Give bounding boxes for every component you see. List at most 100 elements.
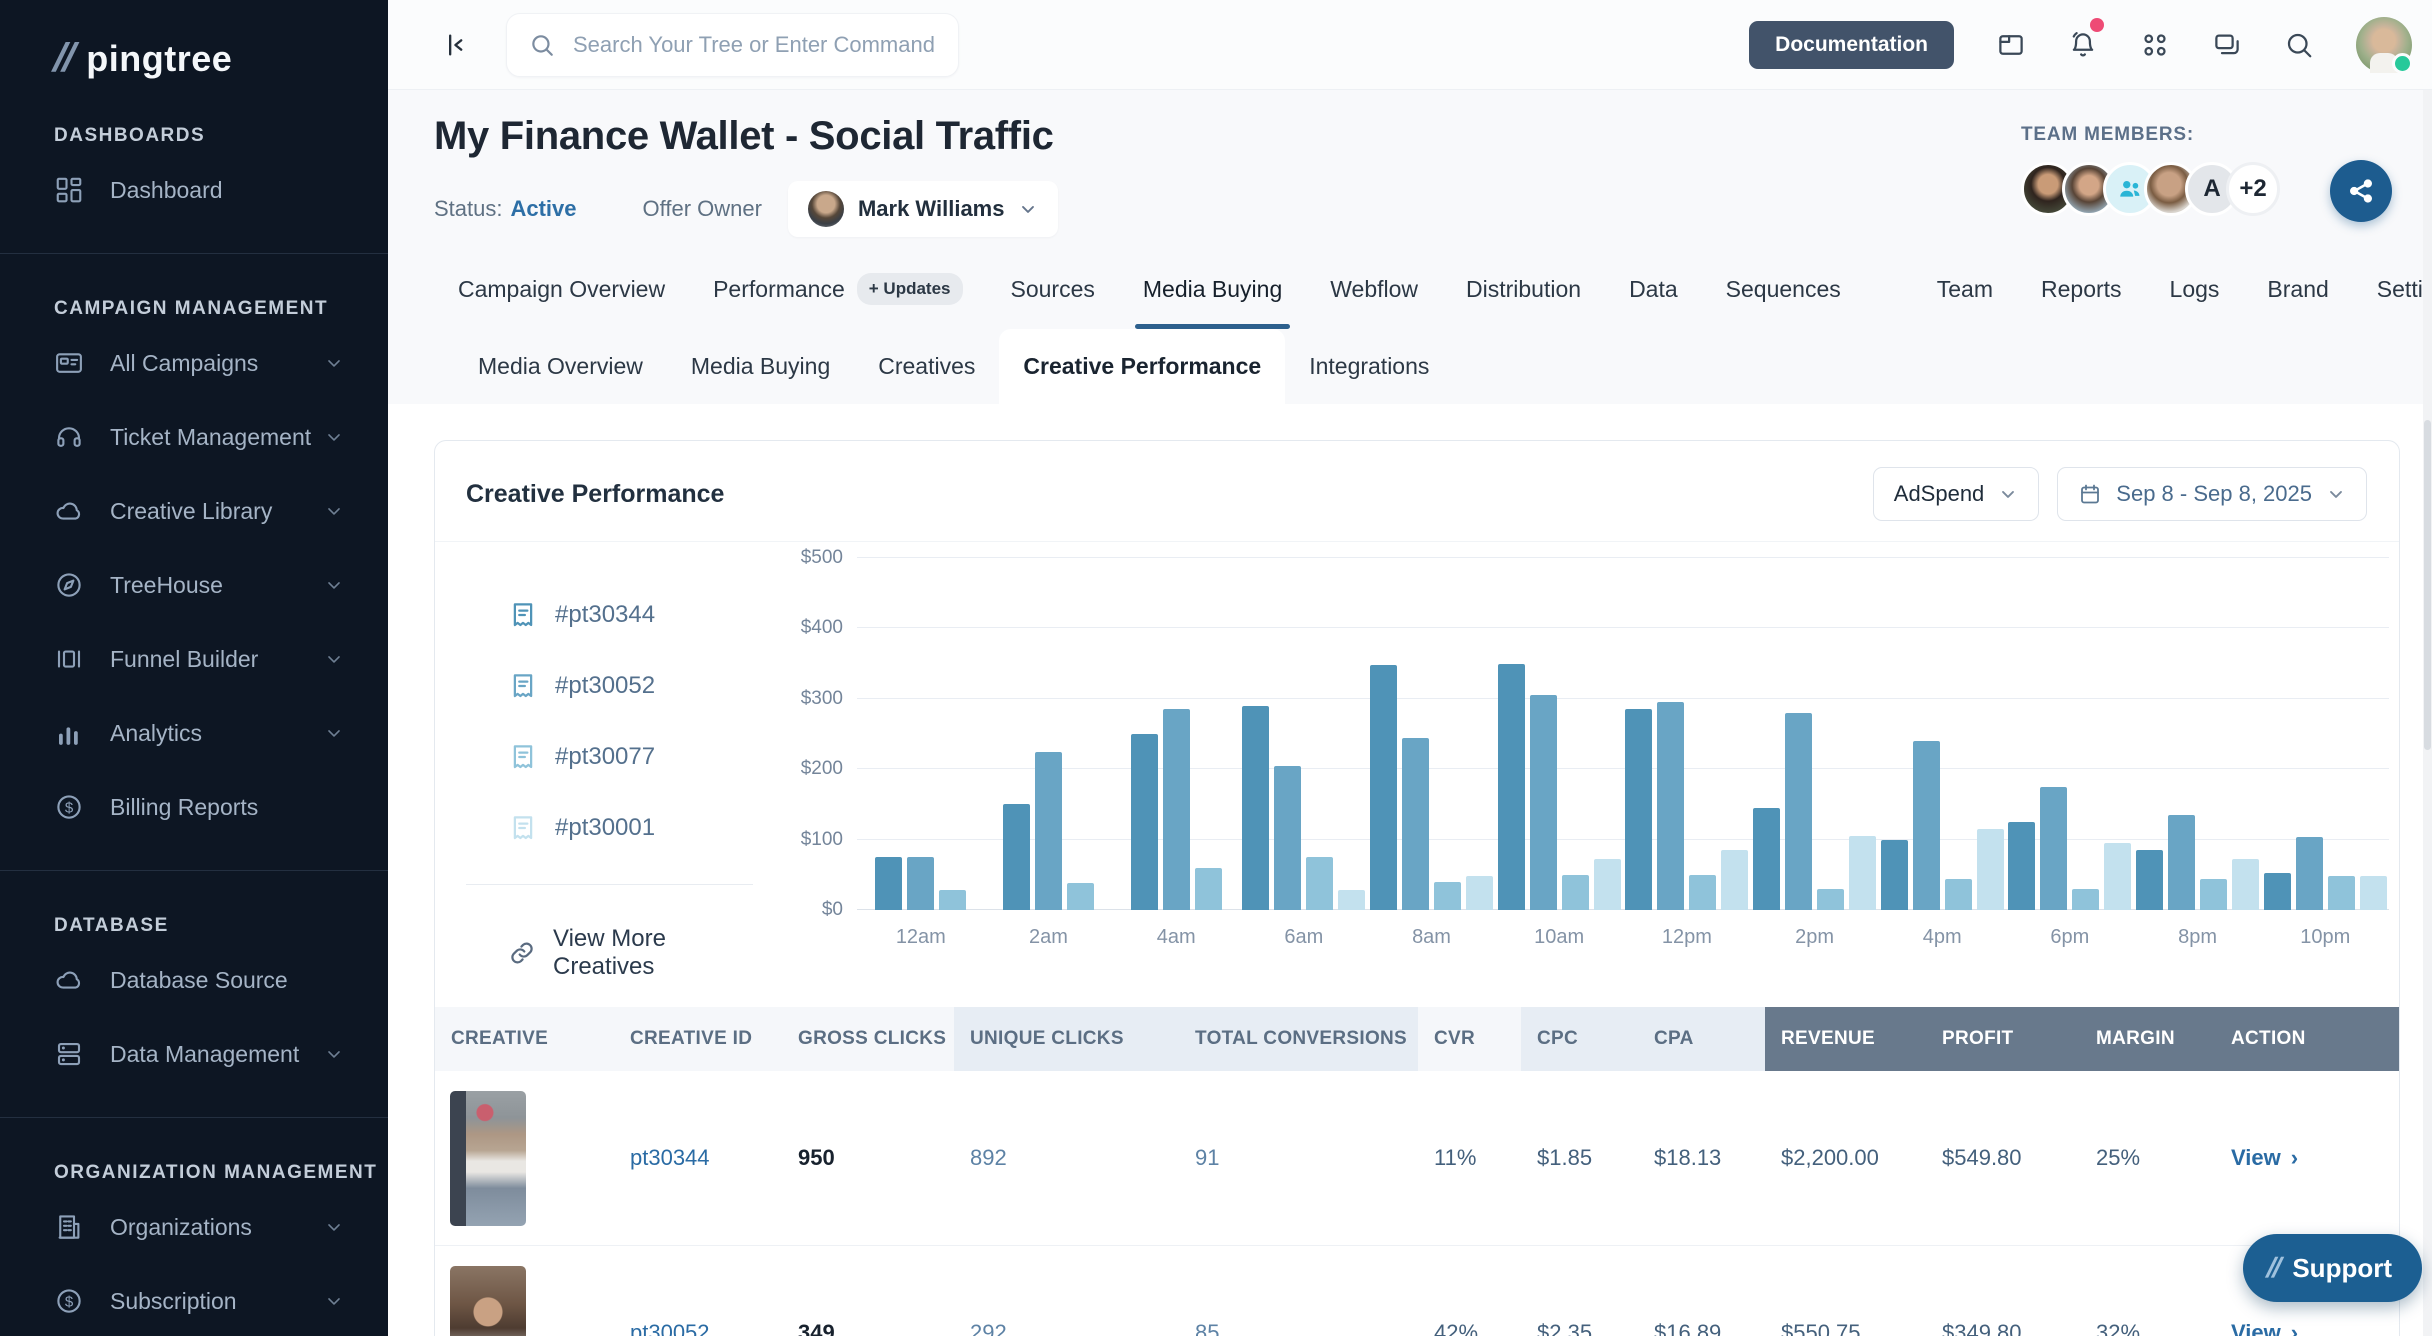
sidebar-item-creative-library[interactable]: Creative Library bbox=[0, 474, 388, 548]
metric-dropdown[interactable]: AdSpend bbox=[1872, 467, 2040, 521]
x-axis-tick-label: 12am bbox=[895, 926, 946, 948]
brand-logo[interactable]: // pingtree bbox=[0, 36, 388, 81]
tab-logs[interactable]: Logs bbox=[2170, 261, 2220, 329]
notifications-button[interactable] bbox=[2068, 17, 2104, 60]
sidebar-item-billing-reports[interactable]: $ Billing Reports bbox=[0, 770, 388, 844]
creative-list-item-pt30344[interactable]: #pt30344 bbox=[466, 600, 753, 630]
bar-pt30344-8am bbox=[1370, 665, 1398, 910]
bar-pt30077-10pm bbox=[2327, 875, 2355, 910]
date-range-picker[interactable]: Sep 8 - Sep 8, 2025 bbox=[2057, 467, 2367, 521]
bar-group-4pm bbox=[1878, 558, 2006, 910]
sidebar-item-analytics[interactable]: Analytics bbox=[0, 696, 388, 770]
bar-pt30052-8am bbox=[1402, 737, 1430, 910]
subtab-creatives[interactable]: Creatives bbox=[854, 329, 999, 404]
tab-performance[interactable]: Performance + Updates bbox=[713, 261, 963, 329]
date-range-value: Sep 8 - Sep 8, 2025 bbox=[2116, 481, 2312, 506]
receipt-icon bbox=[508, 671, 538, 701]
column-header-revenue: REVENUE bbox=[1765, 1007, 1926, 1071]
x-axis-tick-label: 2pm bbox=[1795, 926, 1834, 948]
sidebar-item-all-campaigns[interactable]: All Campaigns bbox=[0, 326, 388, 400]
tab-team[interactable]: Team bbox=[1937, 261, 1993, 329]
sidebar-section-dashboards: DASHBOARDS Dashboard bbox=[0, 81, 388, 253]
sidebar-item-funnel-builder[interactable]: Funnel Builder bbox=[0, 622, 388, 696]
sidebar-item-label: TreeHouse bbox=[110, 571, 223, 598]
total-conversions-value: 85 bbox=[1195, 1320, 1220, 1336]
creative-list-divider bbox=[466, 884, 753, 885]
creative-performance-card: Creative Performance AdSpend Sep 8 - Sep… bbox=[434, 440, 2400, 1336]
scrollbar-thumb[interactable] bbox=[2424, 420, 2431, 750]
global-search[interactable] bbox=[506, 12, 959, 77]
offer-owner-select[interactable]: Mark Williams bbox=[787, 181, 1059, 237]
tab-label: Media Buying bbox=[1142, 275, 1283, 302]
subtab-creative-performance[interactable]: Creative Performance bbox=[999, 329, 1286, 404]
revenue-value: $550.75 bbox=[1781, 1320, 1861, 1336]
apps-grid-button[interactable] bbox=[2140, 30, 2170, 60]
sidebar-item-ticket-management[interactable]: Ticket Management bbox=[0, 400, 388, 474]
creative-list-item-pt30001[interactable]: #pt30001 bbox=[466, 813, 753, 843]
tab-label: Sources bbox=[1010, 275, 1095, 302]
panel-button[interactable] bbox=[1996, 30, 2026, 60]
tab-sources[interactable]: Sources bbox=[1011, 261, 1095, 329]
creator-video-1-thumbnail[interactable] bbox=[450, 1090, 526, 1226]
documentation-button[interactable]: Documentation bbox=[1749, 20, 1954, 69]
tab-data[interactable]: Data bbox=[1629, 261, 1678, 329]
view-link[interactable]: View › bbox=[2215, 1145, 2399, 1171]
tab-label: Webflow bbox=[1330, 275, 1419, 302]
sidebar-item-label: All Campaigns bbox=[110, 349, 259, 376]
topbar-search-button[interactable] bbox=[2284, 30, 2314, 60]
tab-settings[interactable]: Settings bbox=[2377, 261, 2432, 329]
messages-button[interactable] bbox=[2212, 30, 2242, 60]
users-icon bbox=[2120, 180, 2140, 197]
funnel-icon bbox=[54, 644, 84, 674]
sidebar-collapse-button[interactable] bbox=[436, 25, 476, 65]
creator-video-2-thumbnail[interactable] bbox=[450, 1265, 526, 1336]
margin-value: 25% bbox=[2096, 1145, 2141, 1170]
chart-gridline bbox=[857, 909, 2389, 910]
creative-id-label: #pt30001 bbox=[555, 814, 656, 841]
bar-group-8am bbox=[1368, 558, 1496, 910]
share-button[interactable] bbox=[2330, 160, 2392, 222]
tab-campaign-overview[interactable]: Campaign Overview bbox=[458, 261, 665, 329]
status-label: Status: bbox=[434, 196, 503, 221]
chevron-down-icon bbox=[324, 427, 344, 447]
sidebar-item-organizations[interactable]: Organizations bbox=[0, 1190, 388, 1264]
bar-pt30344-12am bbox=[875, 857, 903, 910]
tab-reports[interactable]: Reports bbox=[2041, 261, 2122, 329]
column-header-creative-id: CREATIVE ID bbox=[614, 1007, 782, 1071]
calendar-icon bbox=[2081, 484, 2100, 504]
creative-id-list: #pt30344 #pt30052 #pt30077 #pt30001 View Mor… bbox=[435, 558, 791, 981]
tab-label: Team bbox=[1936, 275, 1993, 302]
creative-id-link[interactable]: pt30344 bbox=[630, 1145, 710, 1170]
sidebar-item-label: Ticket Management bbox=[110, 423, 312, 450]
creative-list-item-pt30052[interactable]: #pt30052 bbox=[466, 671, 753, 701]
tab-webflow[interactable]: Webflow bbox=[1330, 261, 1418, 329]
sidebar-item-treehouse[interactable]: TreeHouse bbox=[0, 548, 388, 622]
sidebar-section-label: DATABASE bbox=[54, 915, 169, 936]
tab-distribution[interactable]: Distribution bbox=[1466, 261, 1581, 329]
sidebar-item-dashboard[interactable]: Dashboard bbox=[0, 153, 388, 227]
subtab-integrations[interactable]: Integrations bbox=[1285, 329, 1453, 404]
sidebar-item-subscription[interactable]: $ Subscription bbox=[0, 1264, 388, 1336]
subtab-media-overview[interactable]: Media Overview bbox=[454, 329, 667, 404]
bar-pt30077-2am bbox=[1067, 883, 1094, 910]
tab-brand[interactable]: Brand bbox=[2267, 261, 2328, 329]
bar-pt30052-6am bbox=[1274, 765, 1302, 910]
y-axis-tick-label: $0 bbox=[821, 899, 843, 920]
creative-list-item-pt30077[interactable]: #pt30077 bbox=[466, 742, 753, 772]
tab-sequences[interactable]: Sequences bbox=[1726, 261, 1841, 329]
offer-owner-label: Offer Owner bbox=[642, 196, 762, 221]
subtab-media-buying[interactable]: Media Buying bbox=[667, 329, 854, 404]
column-header-profit: PROFIT bbox=[1926, 1007, 2080, 1071]
team-avatar-overflow[interactable]: +2 bbox=[2226, 162, 2280, 216]
view-link[interactable]: View › bbox=[2215, 1320, 2399, 1336]
sidebar-item-database-source[interactable]: Database Source bbox=[0, 943, 388, 1017]
page-scrollbar[interactable] bbox=[2423, 90, 2432, 1336]
creative-id-link[interactable]: pt30052 bbox=[630, 1320, 710, 1336]
user-avatar[interactable] bbox=[2356, 16, 2413, 74]
search-input[interactable] bbox=[571, 30, 936, 59]
sidebar-item-data-management[interactable]: Data Management bbox=[0, 1017, 388, 1091]
chart-gridline bbox=[857, 768, 2389, 770]
tab-media-buying[interactable]: Media Buying bbox=[1134, 261, 1291, 329]
view-more-creatives-link[interactable]: View More Creatives bbox=[466, 925, 753, 981]
support-button[interactable]: // Support bbox=[2242, 1234, 2422, 1302]
